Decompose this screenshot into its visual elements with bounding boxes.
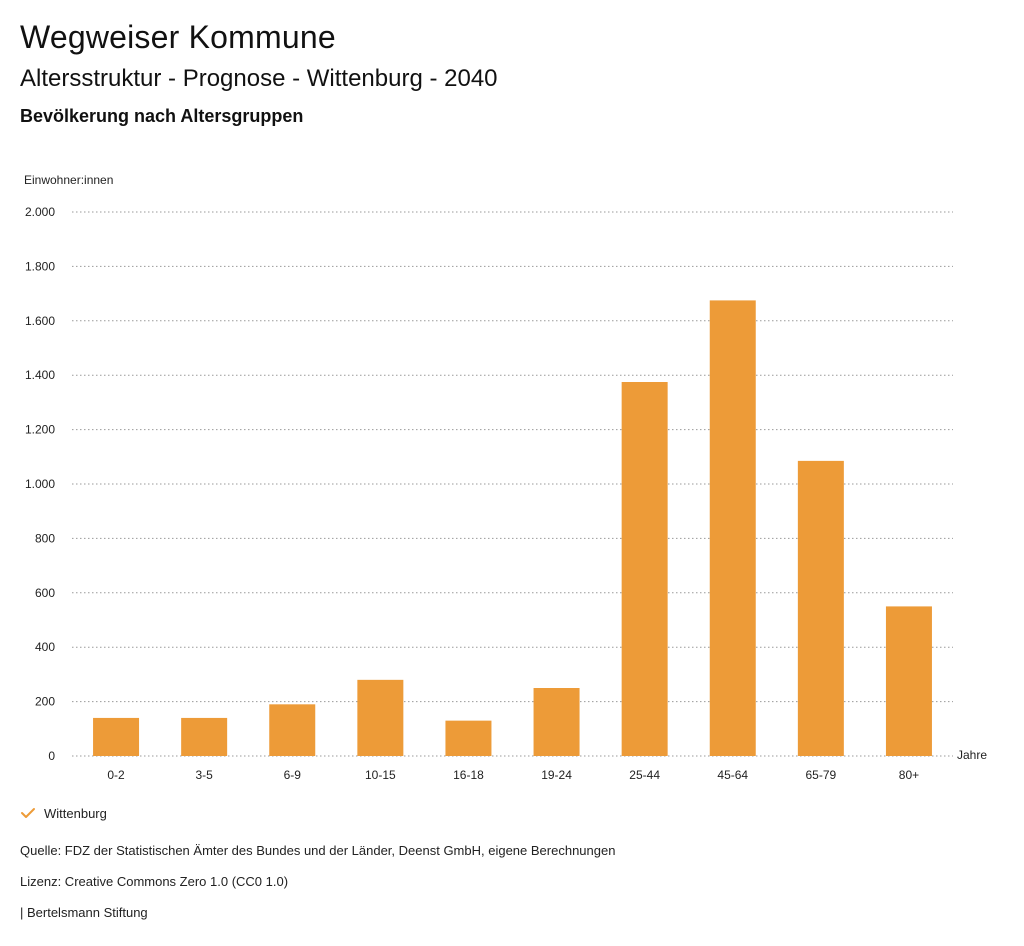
x-axis-ticks: 0-2 3-5 6-9 10-15 16-18 19-24 25-44 45-64 65-79 8…: [107, 768, 919, 782]
y-tick-label: 0: [48, 749, 55, 763]
x-tick-label: 3-5: [195, 768, 213, 782]
publisher-note: | Bertelsmann Stiftung: [20, 905, 148, 920]
y-tick-label: 1.200: [25, 423, 55, 437]
y-axis-ticks: 0 200 400 600 800 1.000 1.200 1.400 1.600 1.800 2.…: [25, 205, 55, 763]
license-note: Lizenz: Creative Commons Zero 1.0 (CC0 1…: [20, 874, 289, 889]
legend-label: Wittenburg: [44, 805, 107, 821]
y-tick-label: 200: [35, 695, 55, 709]
chart-subtitle: Altersstruktur - Prognose - Wittenburg -…: [20, 65, 498, 92]
page-title: Wegweiser Kommune: [20, 19, 336, 55]
x-tick-label: 6-9: [284, 768, 302, 782]
y-tick-label: 1.800: [25, 259, 55, 273]
source-note: Quelle: FDZ der Statistischen Ämter des …: [20, 843, 616, 858]
x-tick-label: 65-79: [805, 768, 836, 782]
x-tick-label: 25-44: [629, 768, 660, 782]
y-tick-label: 1.600: [25, 314, 55, 328]
y-tick-label: 600: [35, 586, 55, 600]
bar-45-64: [709, 300, 756, 756]
y-tick-label: 400: [35, 640, 55, 654]
y-axis-label: Einwohner:innen: [24, 173, 113, 187]
bar-6-9: [269, 704, 316, 756]
x-tick-label: 0-2: [107, 768, 125, 782]
x-axis-label: Jahre: [957, 748, 987, 762]
bar-16-18: [445, 720, 492, 756]
x-tick-label: 80+: [899, 768, 919, 782]
x-tick-label: 16-18: [453, 768, 484, 782]
bar-65-79: [797, 460, 844, 756]
x-tick-label: 10-15: [365, 768, 396, 782]
bar-series-wittenburg: [93, 300, 932, 756]
bar-0-2: [93, 717, 140, 756]
bar-10-15: [357, 679, 404, 756]
y-tick-label: 1.000: [25, 477, 55, 491]
y-tick-label: 800: [35, 531, 55, 545]
bar-25-44: [621, 382, 668, 756]
x-tick-label: 45-64: [717, 768, 748, 782]
grid-lines: [72, 211, 953, 757]
chart-section-title: Bevölkerung nach Altersgruppen: [20, 106, 304, 126]
bar-80+: [885, 606, 932, 756]
check-icon: [20, 805, 36, 821]
x-tick-label: 19-24: [541, 768, 572, 782]
bar-chart: Einwohner:innen 0 200 400 600 800 1.000 1.200 1…: [24, 173, 987, 782]
legend-item-wittenburg[interactable]: Wittenburg: [20, 803, 107, 823]
bar-19-24: [533, 688, 580, 756]
y-tick-label: 1.400: [25, 368, 55, 382]
bar-3-5: [181, 717, 228, 756]
y-tick-label: 2.000: [25, 205, 55, 219]
